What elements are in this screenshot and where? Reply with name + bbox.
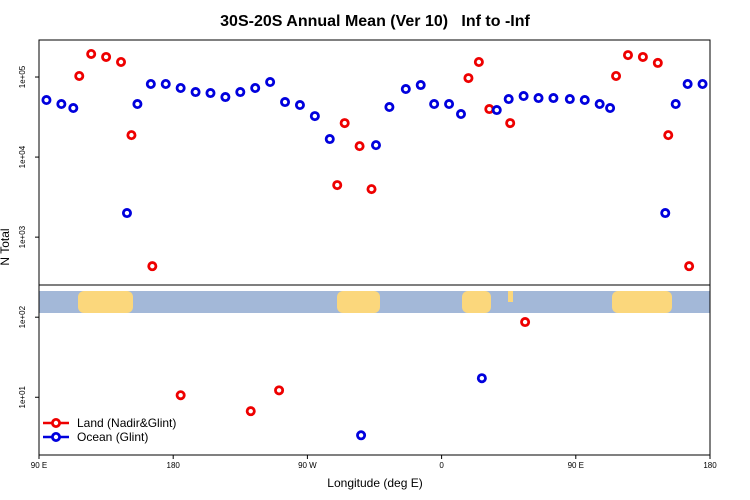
point (332, 180, 343, 191)
land-ocean-strip (39, 291, 710, 313)
point (294, 100, 305, 111)
point (429, 99, 440, 110)
x-tick-label: 90 E (31, 461, 47, 470)
point (444, 99, 455, 110)
point (245, 406, 256, 417)
land-patch (78, 291, 133, 313)
legend-label: Ocean (Glint) (77, 430, 148, 444)
point (41, 95, 52, 106)
point (74, 70, 85, 81)
point (309, 111, 320, 122)
point (660, 208, 671, 219)
point (101, 51, 112, 62)
point (175, 83, 186, 94)
point (548, 93, 559, 104)
point (132, 99, 143, 110)
point (370, 140, 381, 151)
y-tick-label: 1e+03 (18, 225, 27, 248)
land-patch (462, 291, 491, 313)
point (384, 102, 395, 113)
point (250, 83, 261, 94)
point (564, 94, 575, 105)
point (265, 77, 276, 88)
point (491, 105, 502, 116)
point (652, 57, 663, 68)
point (605, 103, 616, 114)
point (455, 109, 466, 120)
point (86, 48, 97, 59)
plot-frame (38, 39, 711, 456)
y-tick-label: 1e+02 (18, 305, 27, 328)
point (476, 373, 487, 384)
point (220, 92, 231, 103)
point (697, 79, 708, 90)
point (121, 208, 132, 219)
land-patch (337, 291, 380, 313)
point (280, 97, 291, 108)
point (503, 94, 514, 105)
point (190, 87, 201, 98)
point (637, 51, 648, 62)
x-tick-label: 90 W (298, 461, 317, 470)
point (463, 73, 474, 84)
point (682, 79, 693, 90)
point (484, 104, 495, 115)
point (354, 141, 365, 152)
land-patch (612, 291, 672, 313)
point (160, 79, 171, 90)
point (622, 50, 633, 61)
x-axis-label: Longitude (deg E) (327, 476, 422, 490)
point (518, 91, 529, 102)
point (533, 93, 544, 104)
point (594, 99, 605, 110)
legend-marker (51, 417, 62, 428)
point (56, 99, 67, 110)
point (147, 261, 158, 272)
legend-label: Land (Nadir&Glint) (77, 416, 176, 430)
point (68, 103, 79, 114)
y-tick-label: 1e+01 (18, 385, 27, 408)
point (415, 80, 426, 91)
point (175, 390, 186, 401)
point (663, 130, 674, 141)
point (473, 57, 484, 68)
point (339, 118, 350, 129)
point (400, 84, 411, 95)
point (684, 261, 695, 272)
y-tick-label: 1e+04 (18, 145, 27, 168)
point (235, 87, 246, 98)
legend-marker (51, 431, 62, 442)
point (366, 184, 377, 195)
chart-title: 30S-20S Annual Mean (Ver 10) Inf to -Inf (220, 13, 530, 30)
point (324, 134, 335, 145)
point (145, 79, 156, 90)
x-tick-label: 180 (703, 461, 717, 470)
point (356, 430, 367, 441)
land-patch (508, 291, 513, 302)
y-axis-label: N Total (0, 228, 12, 265)
point (579, 95, 590, 106)
x-tick-label: 180 (167, 461, 181, 470)
x-tick-label: 90 E (568, 461, 584, 470)
y-tick-label: 1e+05 (18, 65, 27, 88)
point (116, 57, 127, 68)
point (274, 385, 285, 396)
point (505, 118, 516, 129)
point (205, 88, 216, 99)
point (126, 130, 137, 141)
x-tick-label: 0 (439, 461, 444, 470)
point (520, 317, 531, 328)
point (611, 70, 622, 81)
point (670, 99, 681, 110)
